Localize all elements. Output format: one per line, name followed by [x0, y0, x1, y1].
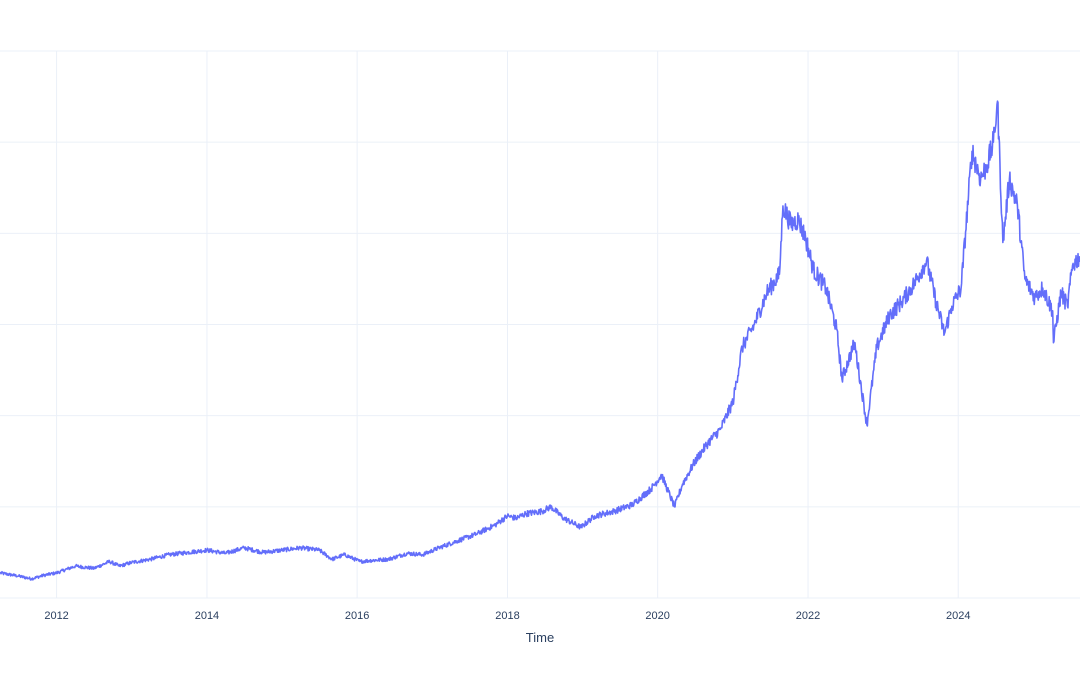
x-tick-label: 2022 — [796, 610, 820, 622]
x-tick-label: 2012 — [44, 610, 68, 622]
x-tick-label: 2016 — [345, 610, 369, 622]
series-line — [0, 100, 1080, 581]
x-gridlines — [56, 51, 959, 598]
x-tick-labels: 2012 2014 2016 2018 2020 2022 2024 — [44, 610, 970, 622]
x-tick-label: 2024 — [946, 610, 970, 622]
x-axis-title: Time — [526, 630, 554, 645]
x-tick-label: 2020 — [645, 610, 669, 622]
series-layer — [0, 100, 1080, 581]
y-gridlines — [0, 50, 1080, 599]
x-tick-label: 2018 — [495, 610, 519, 622]
x-tick-label: 2014 — [195, 610, 219, 622]
